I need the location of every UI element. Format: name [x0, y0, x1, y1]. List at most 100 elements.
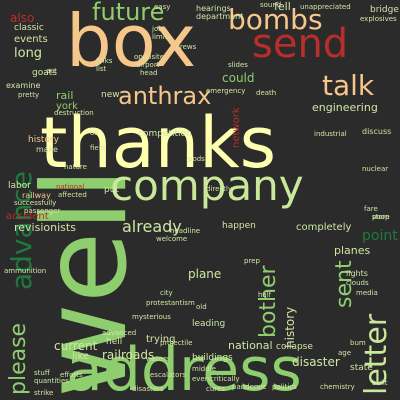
word-discuss: discuss: [362, 127, 392, 136]
word-politics: politics: [272, 383, 297, 391]
word-bum: bum: [350, 339, 366, 347]
word-opposite: opposite: [134, 53, 165, 61]
word-stuff: stuff: [34, 369, 50, 377]
word-even: even: [192, 375, 210, 383]
word-airport: airport: [136, 61, 160, 69]
word-long: long: [14, 46, 43, 61]
word-folks: folks: [96, 57, 113, 65]
word-headline: headline: [170, 227, 201, 235]
word-revisionists: revisionists: [14, 221, 76, 234]
word-please: please: [6, 322, 31, 395]
word-protestantism: protestantism: [146, 299, 195, 307]
word-nuclear: nuclear: [362, 165, 389, 173]
word-already: already: [122, 217, 182, 236]
word-critically: critically: [210, 375, 240, 383]
word-hearings: hearings: [196, 4, 231, 13]
word-lights: lights: [346, 269, 368, 278]
word-examine: examine: [6, 81, 41, 90]
word-hell: hell: [106, 337, 123, 347]
word-head: head: [140, 69, 158, 77]
word-advanced: advanced: [102, 329, 137, 337]
word-bridge: bridge: [370, 5, 399, 15]
word-destruction: destruction: [54, 109, 94, 117]
word-waters: waters: [146, 355, 170, 363]
word-mysterious: mysterious: [132, 313, 171, 321]
word-competition: competition: [138, 129, 192, 139]
word-talk: talk: [322, 69, 375, 102]
word-railroads: railroads: [102, 348, 155, 362]
word-pods: pods: [188, 155, 205, 163]
word-pretty: pretty: [18, 91, 40, 99]
word-media: media: [356, 289, 378, 297]
word-make: make: [36, 145, 58, 154]
word-like: like: [72, 351, 90, 362]
word-oil: oil: [90, 129, 99, 137]
word-welcome: welcome: [156, 235, 188, 243]
word-collapse: collapse: [276, 342, 313, 352]
word-goats: goats: [32, 68, 57, 78]
word-emergency: emergency: [206, 87, 246, 95]
word-job: job: [152, 25, 163, 33]
word-thanks: thanks: [40, 102, 277, 184]
word-state: state: [350, 363, 373, 373]
word-national: national: [228, 339, 273, 352]
word-also: also: [10, 11, 35, 25]
word-easy: easy: [154, 3, 171, 11]
word-crews: crews: [176, 43, 197, 51]
word-act: act: [46, 67, 57, 75]
word-built: built: [372, 379, 388, 387]
word-disaster: disaster: [292, 355, 340, 369]
word-chemistry: chemistry: [320, 383, 355, 391]
word-current: current: [54, 339, 98, 353]
word-fare: fare: [364, 205, 378, 213]
word-escalators: escalators: [150, 371, 186, 379]
word-rail: rail: [56, 89, 74, 102]
word-death: death: [256, 89, 277, 97]
word-limits: limits: [152, 33, 172, 41]
word-engineering: engineering: [312, 101, 378, 114]
word-store: store: [372, 213, 390, 221]
word-bother: bother: [256, 265, 281, 338]
word-could: could: [222, 71, 255, 85]
word-passenger: passenger: [24, 207, 61, 215]
word-poop: poop: [372, 213, 390, 221]
word-future: future: [92, 0, 165, 26]
word-quantities: quantities: [34, 377, 69, 385]
word-industrial: industrial: [314, 130, 347, 138]
word-old: old: [196, 303, 207, 311]
word-put: put: [104, 185, 119, 195]
word-events: events: [14, 34, 48, 45]
word-city: city: [160, 289, 173, 297]
word-half: half: [258, 291, 272, 299]
word-box: box: [66, 0, 197, 83]
word-prep: prep: [244, 257, 260, 265]
word-trying: trying: [146, 334, 176, 345]
word-successfully: successfully: [14, 199, 57, 207]
word-company: company: [110, 161, 304, 210]
word-network: network: [231, 107, 242, 148]
word-middle: middle: [192, 365, 216, 373]
word-planes: planes: [334, 244, 371, 257]
word-accident: accident: [6, 211, 49, 222]
word-labor: labor: [8, 181, 31, 191]
word-explosives: explosives: [360, 15, 397, 23]
word-age: age: [338, 349, 352, 357]
word-slides: slides: [228, 61, 248, 69]
word-sound: sound: [260, 1, 282, 9]
word-railway: railway: [22, 191, 51, 200]
word-nature: nature: [64, 163, 87, 171]
word-happen: happen: [222, 221, 256, 231]
word-ammunition: ammunition: [4, 267, 47, 275]
word-cures: cures: [206, 385, 225, 393]
word-buildings: buildings: [192, 353, 233, 363]
word-disasters: disasters: [132, 385, 164, 393]
word-plane: plane: [188, 267, 222, 281]
word-pandemic: pandemic: [232, 383, 267, 391]
word-send: send: [252, 21, 349, 67]
word-unappreciated: unappreciated: [300, 3, 351, 11]
word-anthrax: anthrax: [118, 82, 212, 110]
word-classic: classic: [14, 23, 44, 33]
word-list: list: [96, 65, 107, 73]
word-fell: fell: [274, 0, 291, 13]
word-history-2: history: [28, 135, 59, 145]
